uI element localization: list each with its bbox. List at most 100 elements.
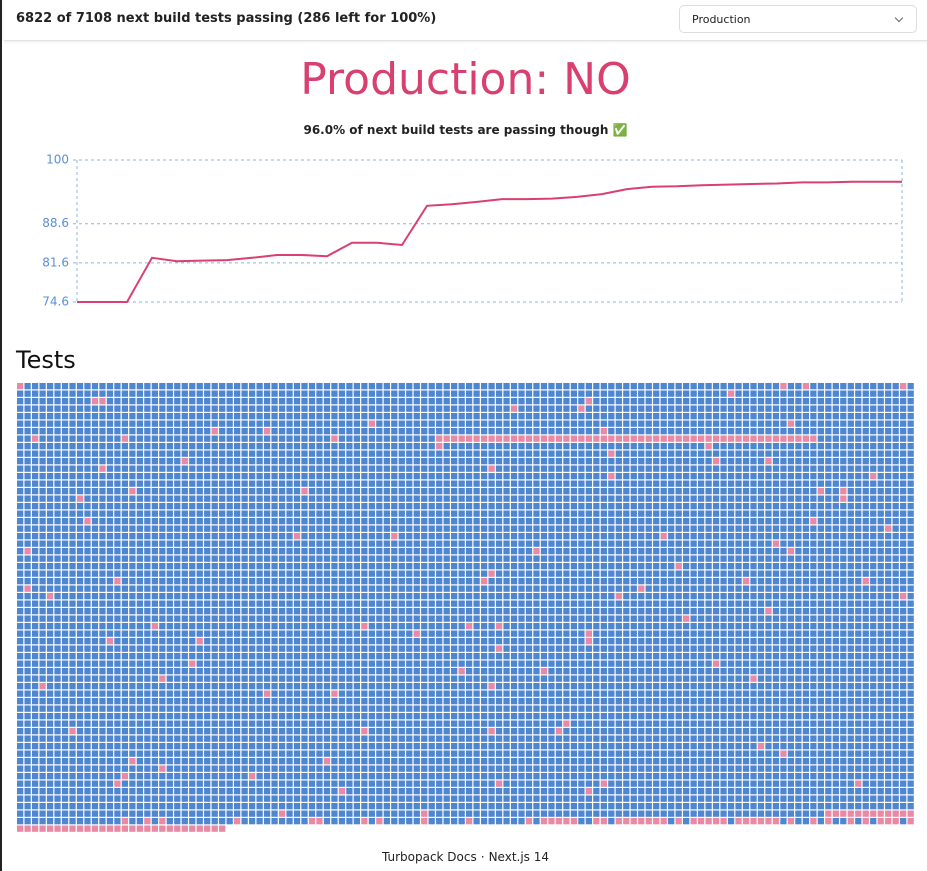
test-cell [750, 480, 757, 487]
test-cell [46, 428, 54, 435]
test-cell [421, 585, 428, 592]
test-cell [144, 480, 151, 487]
test-cell [466, 585, 473, 592]
test-cell [271, 623, 278, 630]
test-cell [383, 623, 390, 630]
test-cell [136, 653, 144, 660]
test-cell [196, 563, 203, 570]
test-cell [503, 615, 510, 622]
dropdown[interactable]: Production [679, 5, 917, 33]
test-cell [31, 473, 39, 480]
test-cell [510, 668, 518, 675]
test-cell [555, 450, 563, 457]
test-cell [308, 585, 316, 592]
test-cell [121, 480, 129, 487]
test-cell [166, 623, 173, 630]
test-cell [727, 450, 735, 457]
test-cell [772, 570, 780, 577]
test-cell [615, 645, 622, 652]
test-cell [533, 668, 540, 675]
test-cell [301, 683, 308, 690]
test-cell [84, 630, 91, 637]
test-cell [346, 398, 353, 405]
test-cell [892, 480, 899, 487]
test-cell [765, 420, 772, 427]
test-cell [466, 405, 473, 412]
test-cell [413, 383, 420, 390]
test-cell [278, 668, 286, 675]
test-cell [406, 488, 413, 495]
test-cell [683, 383, 690, 390]
test-cell [421, 578, 428, 585]
test-cell [398, 555, 405, 562]
test-cell [383, 660, 390, 667]
test-cell [301, 465, 308, 472]
test-cell [219, 563, 226, 570]
test-cell [17, 548, 24, 555]
test-cell [712, 555, 720, 562]
test-cell [802, 600, 810, 607]
test-cell [495, 645, 503, 652]
test-cell [705, 465, 712, 472]
test-cell [61, 608, 69, 615]
test-cell [600, 683, 607, 690]
test-cell [488, 600, 495, 607]
test-cell [466, 443, 473, 450]
test-cell [114, 533, 121, 540]
test-cell [346, 653, 353, 660]
test-cell [900, 443, 907, 450]
test-cell [840, 600, 847, 607]
test-cell [780, 570, 787, 577]
test-cell [540, 675, 548, 682]
test-cell [466, 398, 473, 405]
test-cell [226, 390, 233, 397]
test-cell [331, 653, 338, 660]
test-cell [540, 600, 548, 607]
test-cell [870, 473, 877, 480]
test-cell [705, 548, 712, 555]
test-cell [683, 593, 690, 600]
test-cell [892, 405, 899, 412]
test-cell [847, 458, 854, 465]
test-cell [533, 435, 540, 442]
test-cell [555, 420, 563, 427]
test-cell [361, 488, 368, 495]
test-cell [61, 653, 69, 660]
test-cell [159, 390, 166, 397]
test-cell [278, 383, 286, 390]
test-cell [323, 608, 331, 615]
test-cell [211, 398, 218, 405]
test-cell [608, 600, 615, 607]
test-cell [151, 548, 158, 555]
test-cell [825, 585, 832, 592]
test-cell [376, 480, 383, 487]
test-cell [653, 555, 660, 562]
test-cell [757, 600, 765, 607]
test-cell [204, 638, 211, 645]
test-cell [855, 405, 862, 412]
test-cell [712, 593, 720, 600]
test-cell [690, 608, 697, 615]
test-cell [675, 495, 682, 502]
test-cell [256, 533, 263, 540]
test-cell [787, 660, 795, 667]
test-cell [877, 660, 884, 667]
test-cell [593, 413, 600, 420]
test-cell [46, 398, 54, 405]
test-cell [39, 600, 46, 607]
test-cell [46, 645, 54, 652]
test-cell [76, 623, 84, 630]
test-cell [368, 390, 375, 397]
test-cell [810, 533, 817, 540]
test-cell [705, 540, 712, 547]
test-cell [91, 653, 99, 660]
test-cell [204, 645, 211, 652]
test-cell [114, 405, 121, 412]
test-cell [668, 683, 675, 690]
test-cell [428, 458, 435, 465]
test-cell [817, 443, 824, 450]
test-cell [316, 435, 323, 442]
test-cell [361, 405, 368, 412]
test-cell [473, 585, 480, 592]
test-cell [653, 653, 660, 660]
